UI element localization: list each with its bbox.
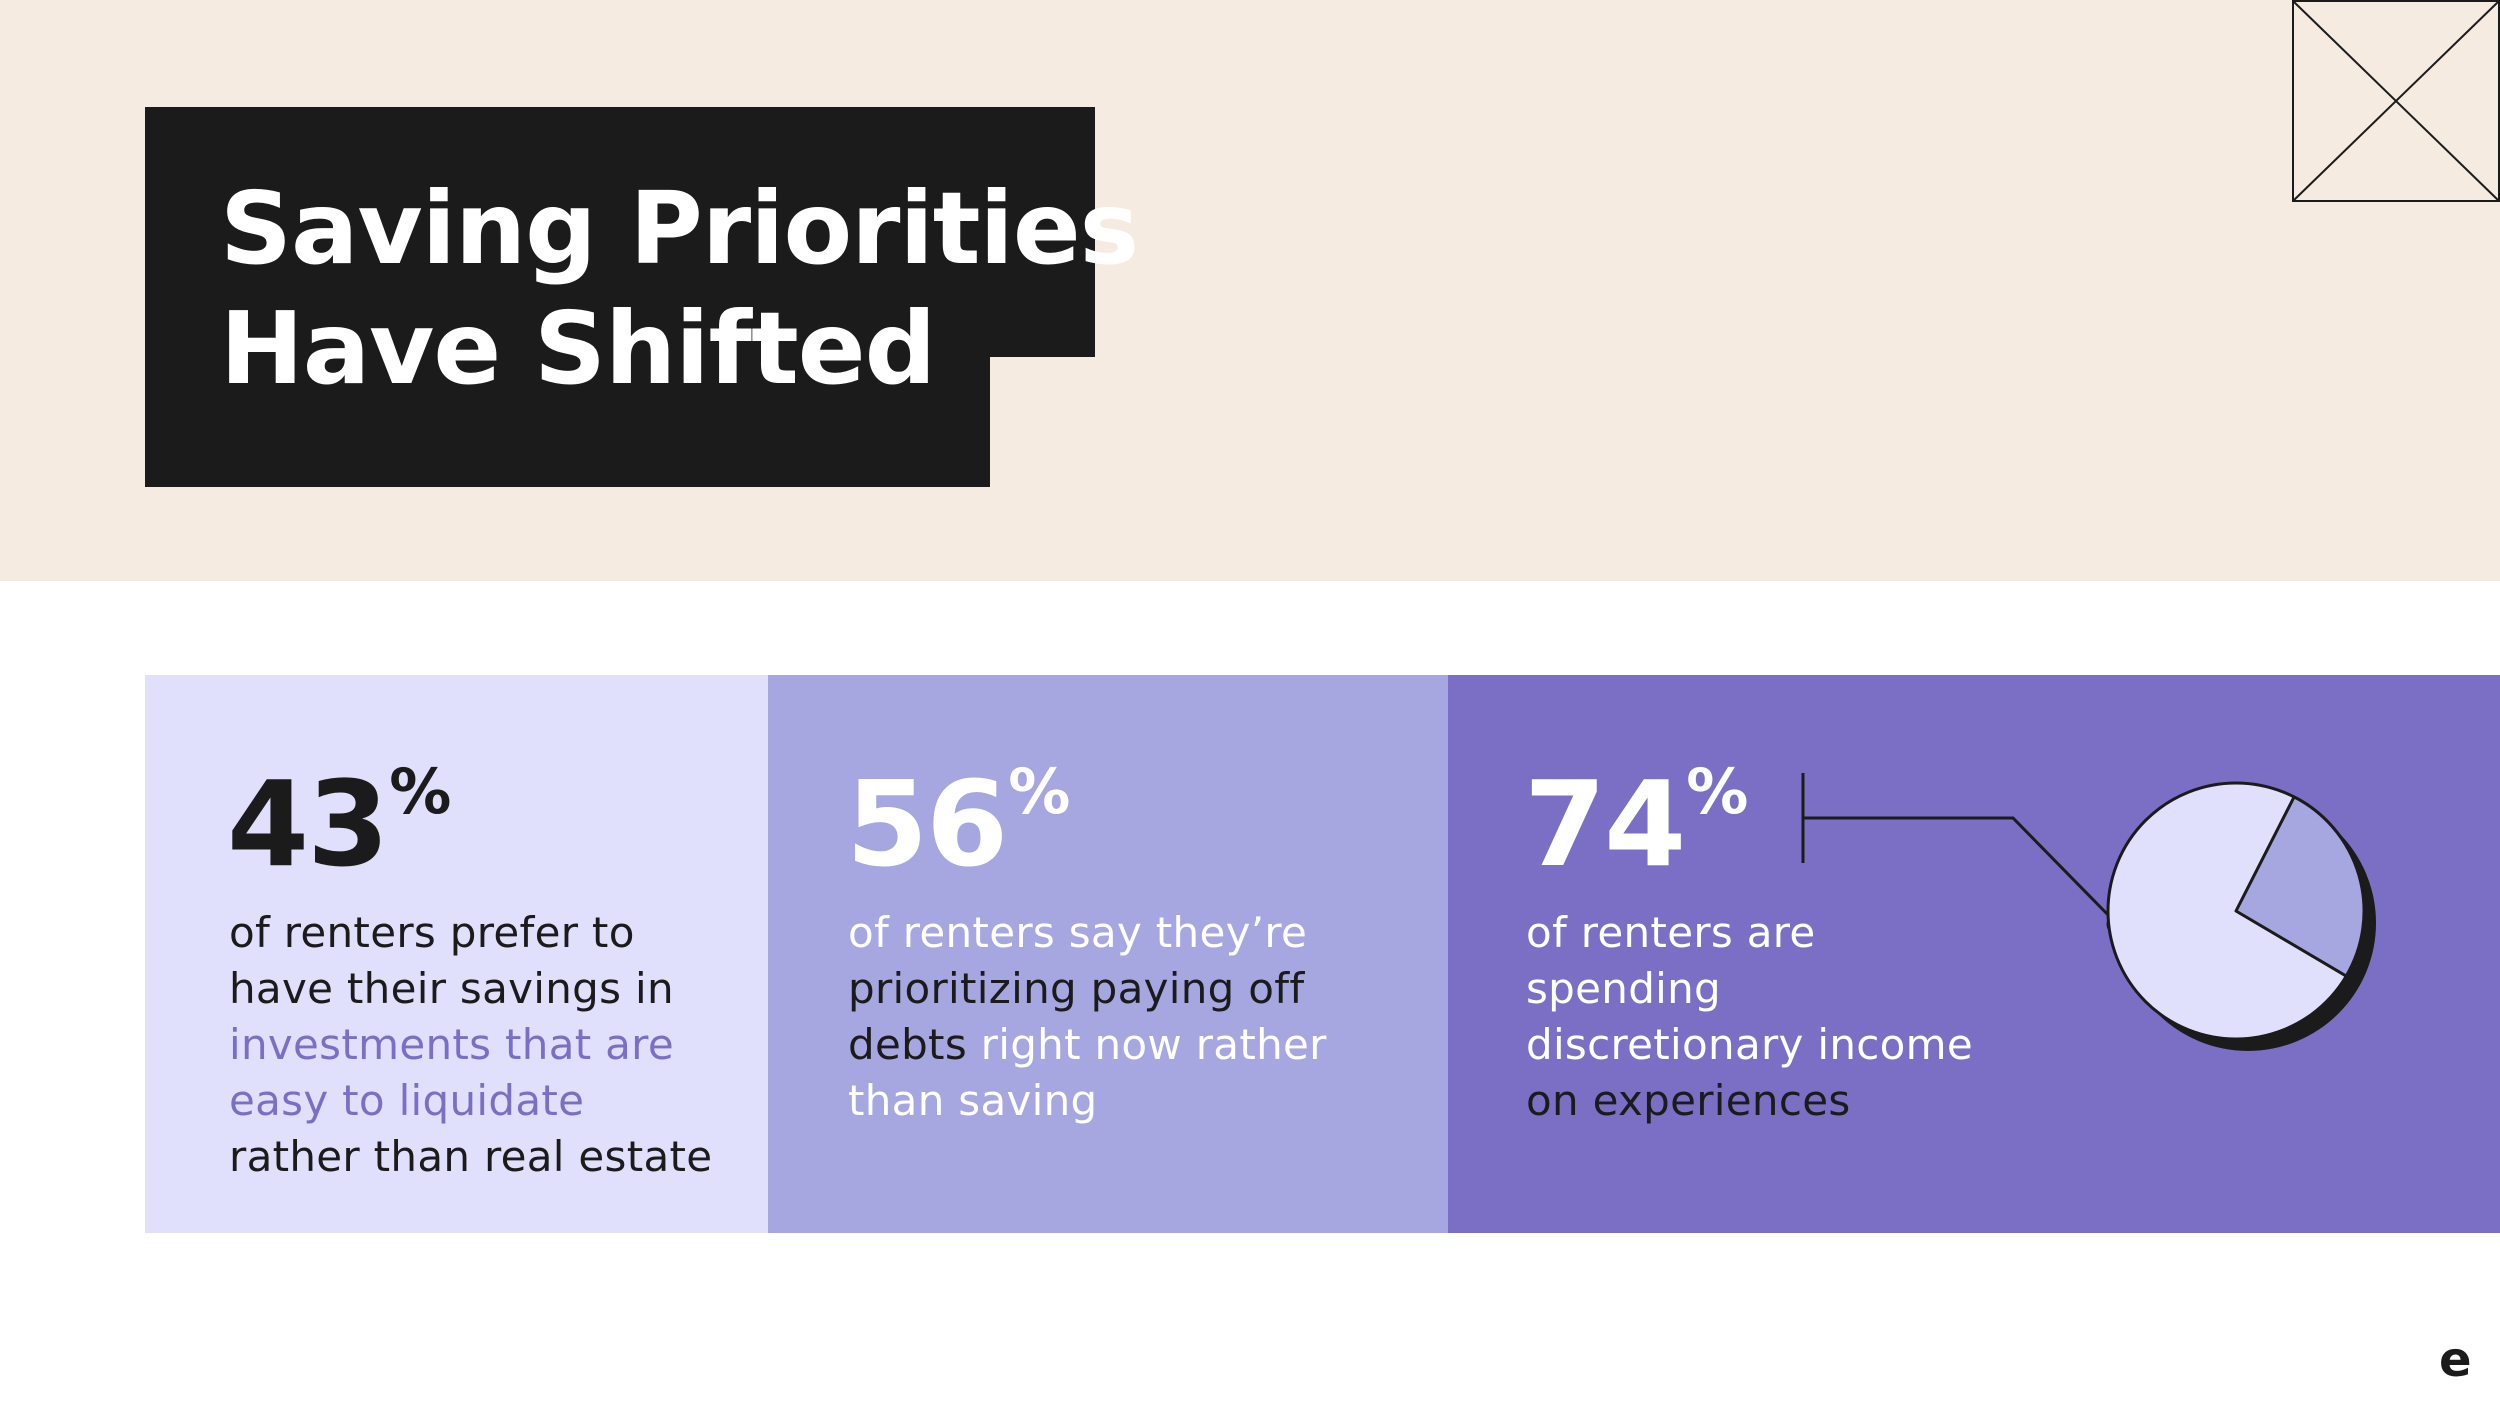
stat-number: 56 [846,755,1008,893]
stat-description: of renters are spending discretionary in… [1526,905,1973,1129]
stat-suffix: % [389,755,451,828]
stat-line-highlight: prioritizing paying off [848,964,1305,1013]
pie-slice [2234,795,2366,978]
stat-word-highlight: debts [848,1020,968,1069]
stat-line-mixed: debts right now rather [848,1017,1327,1073]
stat-value: 74% [1524,761,1748,884]
stat-line-highlight: easy to liquidate [229,1076,585,1125]
stat-number: 43 [227,755,389,893]
stat-line: discretionary income [1526,1020,1973,1069]
stat-line: of renters say they’re [848,908,1308,957]
stat-suffix: % [1686,755,1748,828]
title-line-2: Have Shifted [220,290,936,407]
title-line-1: Saving Priorities [220,170,1139,287]
stat-card-2: 56% of renters say they’re prioritizing … [768,675,1448,1233]
stat-line-highlight: on experiences [1526,1076,1851,1125]
stat-line: than saving [848,1076,1098,1125]
stat-card-3: 74% of renters are spending discretionar… [1448,675,2500,1233]
stat-line-rest: right now rather [967,1020,1327,1069]
stat-line-highlight: investments that are [229,1020,674,1069]
image-placeholder-icon [2292,0,2500,202]
stat-value: 56% [846,761,1070,884]
stat-line: spending [1526,964,1722,1013]
stat-value: 43% [227,761,451,884]
stat-card-1: 43% of renters prefer to have their savi… [145,675,768,1233]
brand-logo: e [2439,1332,2472,1388]
stat-line: have their savings in [229,964,674,1013]
stat-description: of renters prefer to have their savings … [229,905,712,1185]
stat-description: of renters say they’re prioritizing payi… [848,905,1327,1129]
title-background [145,107,1095,487]
stat-number: 74 [1524,755,1686,893]
stat-line: of renters prefer to [229,908,635,957]
page-title: Saving Priorities Have Shifted [220,169,1139,409]
stat-line: of renters are [1526,908,1816,957]
pie-chart-callout [1801,773,2376,1051]
stat-suffix: % [1008,755,1070,828]
stat-line: rather than real estate [229,1132,713,1181]
pie-chart [2106,781,2376,1051]
